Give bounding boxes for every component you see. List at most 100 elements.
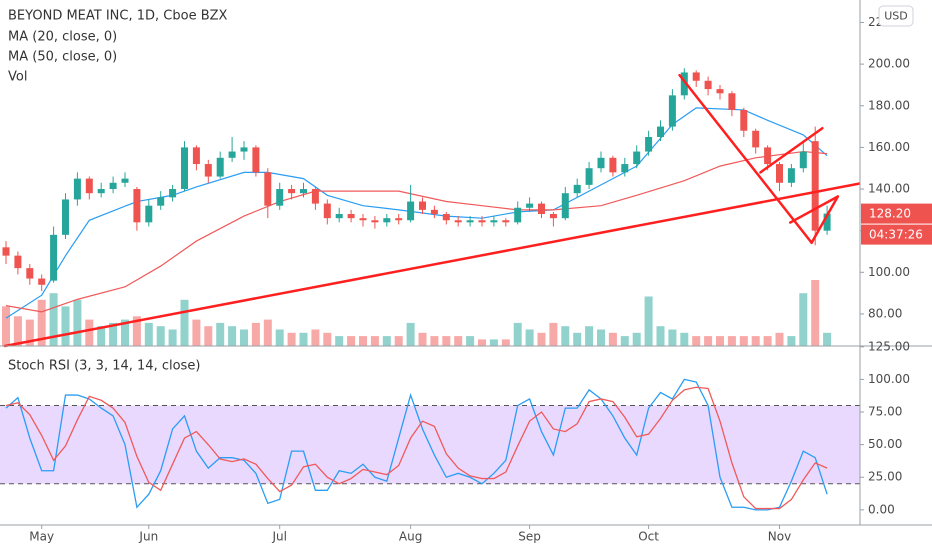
volume-bar xyxy=(37,299,46,346)
volume-bar xyxy=(573,332,582,346)
trendline xyxy=(810,195,840,244)
volume-bar xyxy=(608,332,617,346)
candle-body xyxy=(323,203,331,219)
candle-body xyxy=(109,182,117,190)
y-tick-label: 0.00 xyxy=(868,502,895,516)
volume-bar xyxy=(727,336,736,346)
trendline xyxy=(788,195,840,224)
volume-bar xyxy=(644,296,653,346)
candle-body xyxy=(692,72,700,81)
volume-bar xyxy=(418,332,427,346)
candle-body xyxy=(359,218,367,221)
candle-body xyxy=(145,205,153,223)
axis-layer: 80.00100.00120.00140.00160.00180.00200.0… xyxy=(29,15,932,544)
volume-layer xyxy=(2,280,832,346)
volume-bar xyxy=(739,336,748,346)
candle-body xyxy=(490,220,498,223)
candle-body xyxy=(585,168,593,185)
candle-body xyxy=(657,126,664,137)
x-tick-label: Nov xyxy=(768,530,791,544)
volume-bar xyxy=(275,329,284,346)
volume-bar xyxy=(478,339,486,346)
candle-body xyxy=(668,95,676,127)
candle-body xyxy=(621,164,629,173)
candle-body xyxy=(216,157,224,177)
candle-body xyxy=(228,151,236,158)
volume-bar xyxy=(680,332,689,346)
candle-body xyxy=(157,197,165,206)
volume-bar xyxy=(180,299,189,346)
candle-body xyxy=(50,234,58,281)
chart-title: BEYOND MEAT INC, 1D, Cboe BZX xyxy=(8,9,228,24)
volume-bar xyxy=(704,336,713,346)
currency-label[interactable]: USD xyxy=(884,10,908,23)
volume-bar xyxy=(656,326,665,346)
volume-bar xyxy=(311,329,320,346)
volume-bar xyxy=(13,316,22,346)
volume-bar xyxy=(156,326,165,346)
candle-body xyxy=(680,72,688,96)
y-tick-label: 25.00 xyxy=(868,470,902,484)
candle-body xyxy=(2,247,10,256)
volume-bar xyxy=(799,293,808,346)
y-tick-label: 160.00 xyxy=(868,140,910,154)
volume-bar xyxy=(132,316,141,346)
volume-bar xyxy=(240,329,248,346)
volume-bar xyxy=(537,332,546,346)
stoch-layer xyxy=(5,378,828,511)
trendline xyxy=(678,73,813,244)
volume-bar xyxy=(716,336,724,346)
volume-bar xyxy=(811,280,820,346)
x-tick-label: Jun xyxy=(138,530,158,544)
volume-bar xyxy=(382,336,391,346)
candle-body xyxy=(466,220,474,223)
candle-body xyxy=(26,268,34,279)
candle-body xyxy=(252,147,260,173)
volume-bar xyxy=(299,332,308,346)
trendline xyxy=(759,126,824,174)
volume-bar xyxy=(823,332,832,346)
volume-bar xyxy=(216,322,225,346)
volume-bar xyxy=(168,329,177,346)
candle-body xyxy=(573,184,581,194)
x-tick-label: May xyxy=(29,530,54,544)
volume-bar xyxy=(466,336,475,346)
volume-bar xyxy=(73,299,82,346)
candle-body xyxy=(169,189,177,198)
stoch-title: Stoch RSI (3, 3, 14, 14, close) xyxy=(8,359,200,374)
legend-entry: Vol xyxy=(8,70,27,85)
candle-layer xyxy=(2,68,831,292)
candle-body xyxy=(288,189,296,194)
volume-bar xyxy=(501,339,510,346)
candle-body xyxy=(335,214,343,219)
y-tick-label: 140.00 xyxy=(868,182,910,196)
candle-body xyxy=(14,255,22,269)
candle-body xyxy=(716,89,724,94)
candle-body xyxy=(430,209,438,215)
currency-button[interactable] xyxy=(878,5,914,27)
candle-body xyxy=(38,278,46,285)
volume-bar xyxy=(25,319,34,346)
volume-bar xyxy=(585,326,594,346)
candle-body xyxy=(73,178,81,200)
volume-bar xyxy=(632,332,641,346)
volume-bar xyxy=(251,322,260,346)
y-tick-label: 50.00 xyxy=(868,437,902,451)
volume-bar xyxy=(2,306,10,346)
y-tick-label: 100.00 xyxy=(868,372,910,386)
volume-bar xyxy=(763,336,772,346)
trendline xyxy=(3,182,862,348)
candle-body xyxy=(538,203,545,215)
candle-body xyxy=(181,147,188,190)
candle-body xyxy=(502,220,510,223)
candle-body xyxy=(526,203,534,208)
candle-body xyxy=(419,201,426,210)
volume-bar xyxy=(263,319,272,346)
volume-bar xyxy=(204,326,213,346)
volume-bar xyxy=(525,329,534,346)
candle-body xyxy=(633,151,641,165)
candle-body xyxy=(264,172,272,206)
y-tick-label: 200.00 xyxy=(868,57,910,71)
y-tick-label: 180.00 xyxy=(868,98,910,112)
candle-body xyxy=(192,147,200,165)
